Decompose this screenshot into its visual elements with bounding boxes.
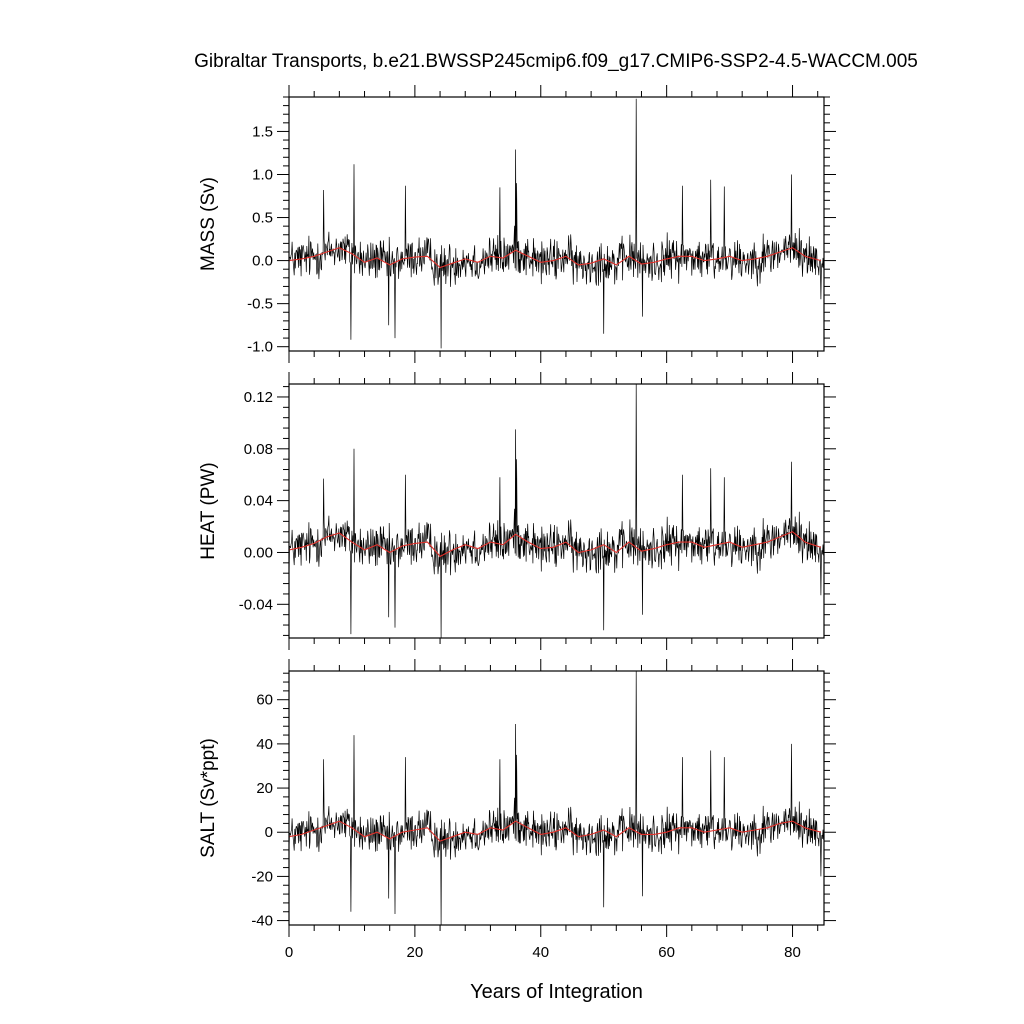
plot-area	[289, 384, 824, 638]
y-tick-label: -1.0	[247, 339, 273, 356]
panel-mass: -1.0 -0.5 0.0 0.5 1.0 1.5 MASS (Sv)	[198, 85, 836, 363]
panel-salt: -40 -20 0 20 40 60 0 20 40 60 80 SALT (Sv*ppt) Years…	[198, 659, 836, 1003]
y-tick-label: 0.04	[244, 493, 273, 510]
series-smoothed-line	[289, 531, 822, 558]
y-axis-label: MASS (Sv)	[198, 177, 219, 271]
y-tick-label: 0	[265, 824, 273, 841]
chart-title: Gibraltar Transports, b.e21.BWSSP245cmip…	[194, 51, 918, 72]
x-tick-label: 60	[658, 944, 675, 961]
series-monthly-line	[289, 671, 824, 925]
y-tick-label: 40	[256, 736, 273, 753]
series-monthly-line	[289, 98, 824, 349]
plot-frame	[288, 96, 825, 352]
y-tick-label: 1.0	[252, 166, 273, 183]
y-tick-label: 0.5	[252, 210, 273, 227]
series-monthly-line	[289, 384, 824, 638]
plot-area	[289, 671, 824, 925]
series-smoothed-line	[289, 247, 822, 269]
y-tick-label: -20	[251, 868, 273, 885]
y-tick-label: -40	[251, 913, 273, 930]
panel-heat: -0.04 0.00 0.04 0.08 0.12 HEAT (PW)	[198, 372, 836, 650]
y-tick-label: -0.5	[247, 296, 273, 313]
x-tick-label: 80	[784, 944, 801, 961]
x-axis-label: Years of Integration	[470, 981, 643, 1003]
y-axis-label: HEAT (PW)	[198, 462, 219, 559]
y-tick-label: 1.5	[252, 123, 273, 140]
y-tick-label: 0.12	[244, 389, 273, 406]
x-tick-label: 0	[285, 944, 293, 961]
plot-area	[289, 98, 824, 349]
y-axis-label: SALT (Sv*ppt)	[198, 738, 219, 858]
x-tick-label: 20	[407, 944, 424, 961]
y-tick-label: 60	[256, 692, 273, 709]
x-tick-label: 40	[532, 944, 549, 961]
y-tick-label: 0.08	[244, 441, 273, 458]
plot-frame	[288, 383, 825, 639]
series-smoothed-line	[289, 820, 822, 842]
plot-frame	[288, 670, 825, 926]
y-tick-label: 0.00	[244, 544, 273, 561]
y-tick-label: 20	[256, 780, 273, 797]
panels: -1.0 -0.5 0.0 0.5 1.0 1.5 MASS (Sv) -0.04 0.00 0.…	[198, 85, 836, 1003]
y-tick-label: -0.04	[239, 596, 273, 613]
y-tick-label: 0.0	[252, 253, 273, 270]
